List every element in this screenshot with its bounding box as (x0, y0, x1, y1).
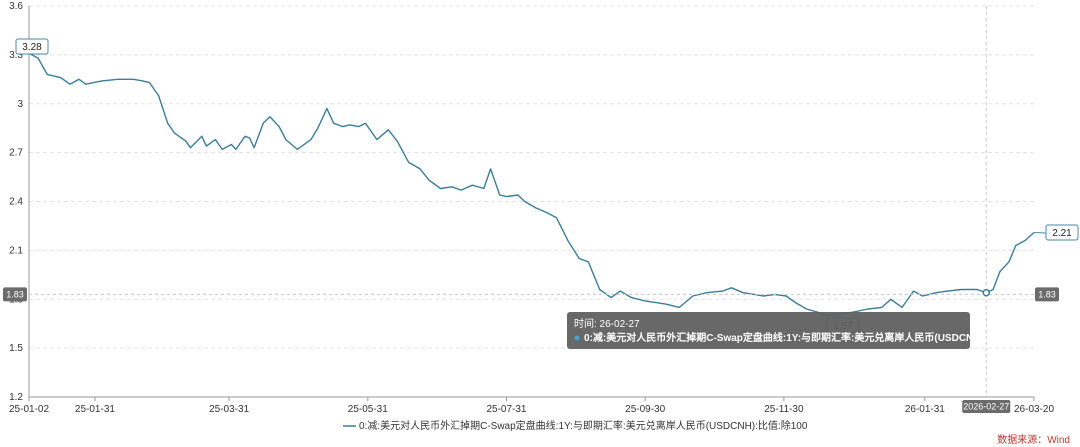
axes: 1.21.51.82.12.42.733.33.625-01-0225-01-3… (9, 1, 1054, 415)
crosshair-y-badge-right (1035, 287, 1059, 302)
y-tick-label: 1.5 (9, 343, 23, 354)
x-tick-label: 25-01-31 (75, 404, 115, 415)
x-tick-label: 25-03-31 (209, 404, 249, 415)
crosshair-x-badge (962, 400, 1011, 413)
crosshair-x-badge-text: 2026-02-27 (963, 402, 1009, 412)
x-tick-label: 25-05-31 (348, 404, 388, 415)
legend[interactable]: 0:减:美元对人民币外汇掉期C-Swap定盘曲线:1Y:与即期汇率:美元兑离岸人… (343, 419, 808, 432)
x-tick-label: 25-09-30 (625, 404, 665, 415)
start-value-callout-text: 3.28 (22, 42, 42, 53)
x-tick-label: 25-11-30 (764, 404, 804, 415)
legend-label: 0:减:美元对人民币外汇掉期C-Swap定盘曲线:1Y:与即期汇率:美元兑离岸人… (359, 419, 808, 432)
x-tick-label: 25-07-31 (486, 404, 526, 415)
y-tick-label: 2.7 (9, 148, 23, 159)
end-value-callout-text: 2.21 (1052, 228, 1072, 239)
data-source: 数据来源：Wind (997, 433, 1070, 446)
crosshair-y-badge (3, 287, 27, 302)
series-line (28, 52, 1035, 317)
y-tick-label: 1.2 (9, 392, 23, 403)
tooltip: 时间: 26-02-270:减:美元对人民币外汇掉期C-Swap定盘曲线:1Y:… (567, 312, 1018, 349)
hover-point[interactable] (982, 288, 991, 297)
end-callout-leader (1033, 231, 1047, 234)
tooltip-series-marker (574, 335, 580, 341)
y-tick-label: 3 (17, 99, 23, 110)
tooltip-series-value: 0:减:美元对人民币外汇掉期C-Swap定盘曲线:1Y:与即期汇率:美元兑离岸人… (584, 331, 1018, 344)
x-tick-label: 25-01-02 (9, 404, 49, 415)
series-layer (28, 52, 1035, 317)
y-tick-label: 2.1 (9, 245, 23, 256)
tooltip-bg (567, 312, 970, 349)
tooltip-time: 时间: 26-02-27 (574, 317, 640, 330)
crosshair-y-badge-right-text: 1.83 (1038, 289, 1056, 299)
start-value-callout-box (15, 38, 49, 55)
y-tick-label: 3.6 (9, 1, 23, 12)
y-tick-label: 2.4 (9, 197, 23, 208)
crosshair-y-badge-text: 1.83 (6, 289, 24, 299)
y-tick-label: 3.3 (9, 50, 23, 61)
x-tick-label: 26-01-31 (905, 404, 945, 415)
x-tick-label: 26-03-20 (1014, 404, 1054, 415)
